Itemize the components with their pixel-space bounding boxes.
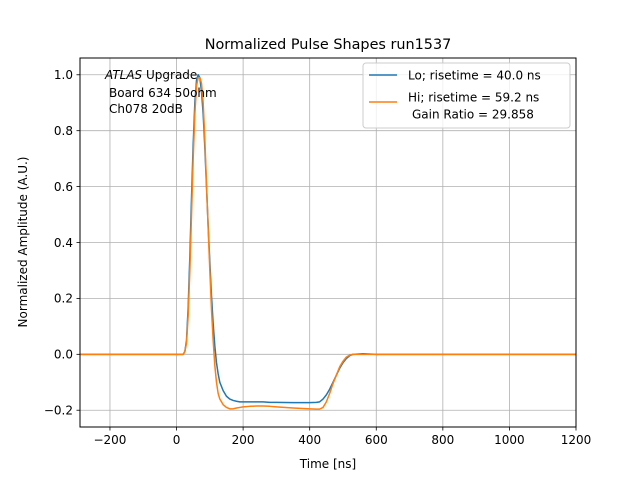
x-tick-label: 200 bbox=[232, 433, 255, 447]
x-tick-label: 600 bbox=[365, 433, 388, 447]
x-tick-label: 800 bbox=[431, 433, 454, 447]
y-tick-label: 0.8 bbox=[54, 124, 73, 138]
y-tick-label: −0.2 bbox=[44, 404, 73, 418]
legend-label-lo: Lo; risetime = 40.0 ns bbox=[408, 69, 541, 83]
atlas-annotation: ATLAS Upgrade Board 634 50ohm Ch078 20dB bbox=[104, 68, 217, 116]
legend-label-hi: Hi; risetime = 59.2 ns bbox=[408, 91, 539, 105]
y-axis-label: Normalized Amplitude (A.U.) bbox=[16, 157, 30, 328]
y-tick-label: 0.2 bbox=[54, 292, 73, 306]
y-tick-label: 1.0 bbox=[54, 68, 73, 82]
series-line-hi bbox=[80, 76, 576, 410]
y-tick-label: 0.6 bbox=[54, 180, 73, 194]
x-tick-label: 1000 bbox=[494, 433, 525, 447]
series-layer bbox=[80, 74, 576, 410]
y-tick-label: 0.4 bbox=[54, 236, 73, 250]
x-tick-label: −200 bbox=[93, 433, 126, 447]
legend: Lo; risetime = 40.0 ns Hi; risetime = 59… bbox=[362, 62, 571, 129]
x-tick-label: 400 bbox=[298, 433, 321, 447]
axis-ticks: −200 0 200 400 600 800 1000 1200 −0.2 0.0 0.2 0.4 0.… bbox=[44, 68, 591, 447]
annotation-upgrade: Upgrade bbox=[142, 68, 197, 82]
y-tick-label: 0.0 bbox=[54, 348, 73, 362]
chart-title: Normalized Pulse Shapes run1537 bbox=[205, 37, 452, 53]
legend-label-hi-gain: Gain Ratio = 29.858 bbox=[412, 108, 534, 122]
annotation-line-3: Ch078 20dB bbox=[109, 102, 183, 116]
annotation-line-1: ATLAS Upgrade bbox=[104, 68, 197, 82]
x-tick-label: 0 bbox=[173, 433, 181, 447]
legend-box bbox=[362, 62, 571, 129]
annotation-atlas: ATLAS bbox=[104, 68, 143, 82]
annotation-line-2: Board 634 50ohm bbox=[109, 86, 217, 100]
x-axis-label: Time [ns] bbox=[299, 457, 356, 471]
x-tick-label: 1200 bbox=[561, 433, 592, 447]
